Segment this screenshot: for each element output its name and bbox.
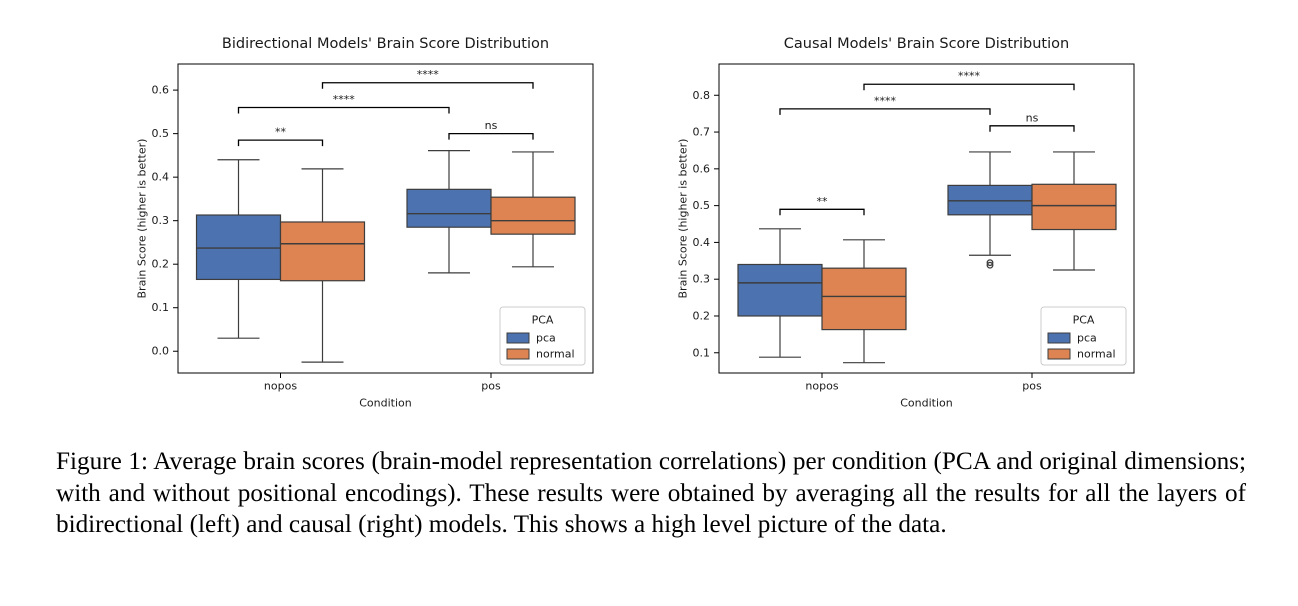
- iqr-box: [490, 196, 576, 235]
- significance-bracket: [989, 125, 1075, 132]
- figure: Bidirectional Models' Brain Score Distri…: [136, 36, 1135, 410]
- iqr-box: [406, 188, 492, 228]
- significance-annotation: ****: [237, 93, 450, 114]
- iqr-box: [1031, 183, 1117, 231]
- legend-label-normal: normal: [536, 348, 575, 361]
- y-tick-label: 0.4: [693, 236, 711, 249]
- y-tick-label: 0.3: [152, 214, 170, 227]
- iqr-box: [821, 267, 907, 331]
- y-tick-label: 0.5: [693, 199, 711, 212]
- significance-annotation: **: [779, 195, 865, 216]
- x-axis-label: Condition: [900, 397, 953, 410]
- significance-bracket: [863, 83, 1075, 91]
- significance-label: ns: [485, 119, 498, 132]
- significance-bracket: [448, 132, 534, 140]
- significance-annotation: ns: [448, 119, 534, 140]
- y-tick-label: 0.1: [152, 301, 170, 314]
- y-tick-label: 0.1: [693, 346, 711, 359]
- y-tick-label: 0.3: [693, 273, 711, 286]
- significance-label: ****: [333, 93, 356, 106]
- x-tick-label: nopos: [805, 380, 838, 393]
- y-tick-label: 0.2: [693, 309, 711, 322]
- legend-title: PCA: [1073, 314, 1095, 327]
- significance-label: ****: [958, 70, 981, 83]
- y-axis-label: Brain Score (higher is better): [136, 139, 149, 299]
- y-tick-label: 0.2: [152, 258, 170, 271]
- chart-causal: Causal Models' Brain Score Distribution 0…: [677, 36, 1135, 410]
- iqr-box: [195, 214, 282, 281]
- outlier-point: [986, 261, 994, 269]
- legend: PCA pca normal: [499, 306, 586, 366]
- iqr-box: [947, 184, 1033, 216]
- legend-label-pca: pca: [1077, 332, 1097, 345]
- figure-caption: Figure 1: Average brain scores (brain-mo…: [56, 448, 1246, 538]
- box-pca-nopos: [195, 159, 282, 339]
- box-pca-pos: [406, 150, 492, 274]
- significance-label: ns: [1026, 111, 1039, 124]
- y-tick-label: 0.5: [152, 127, 170, 140]
- chart-title: Causal Models' Brain Score Distribution: [784, 36, 1069, 52]
- box-normal-pos: [490, 151, 576, 268]
- chart-bidirectional: Bidirectional Models' Brain Score Distri…: [136, 36, 594, 410]
- y-tick-label: 0.8: [693, 89, 711, 102]
- iqr-box: [279, 221, 366, 282]
- significance-label: ****: [417, 68, 440, 81]
- significance-annotation: ****: [863, 70, 1075, 91]
- box-pca-nopos: [737, 228, 823, 358]
- x-tick-label: nopos: [264, 380, 297, 393]
- y-tick-label: 0.6: [693, 162, 711, 175]
- legend-swatch-pca: [506, 332, 530, 344]
- y-tick-label: 0.4: [152, 171, 170, 184]
- significance-bracket: [237, 106, 450, 114]
- significance-label: **: [275, 126, 287, 139]
- significance-annotation: ns: [989, 111, 1075, 132]
- y-tick-label: 0.6: [152, 84, 170, 97]
- x-tick-label: pos: [481, 380, 501, 393]
- significance-annotation: **: [237, 126, 324, 147]
- y-tick-label: 0.0: [152, 345, 170, 358]
- legend-swatch-normal: [1047, 348, 1071, 360]
- y-axis-label: Brain Score (higher is better): [677, 139, 690, 299]
- chart-title: Bidirectional Models' Brain Score Distri…: [222, 36, 549, 52]
- significance-bracket: [779, 208, 865, 216]
- axes-frame: [177, 63, 594, 374]
- y-tick-label: 0.7: [693, 126, 711, 139]
- x-axis-label: Condition: [359, 397, 412, 410]
- significance-label: ****: [874, 94, 897, 107]
- legend-swatch-pca: [1047, 332, 1071, 344]
- significance-bracket: [237, 139, 324, 147]
- significance-annotation: ****: [779, 94, 991, 115]
- box-normal-nopos: [821, 239, 907, 364]
- significance-bracket: [779, 108, 991, 115]
- legend-title: PCA: [532, 314, 554, 327]
- box-pca-pos: [947, 151, 1033, 269]
- legend-label-pca: pca: [536, 332, 556, 345]
- outlier-point: [986, 259, 994, 267]
- significance-label: **: [817, 195, 829, 208]
- axes-frame: [718, 63, 1135, 374]
- legend: PCA pca normal: [1040, 306, 1127, 366]
- legend-swatch-normal: [506, 348, 530, 360]
- significance-bracket: [321, 82, 534, 89]
- x-tick-label: pos: [1022, 380, 1042, 393]
- legend-label-normal: normal: [1077, 348, 1116, 361]
- iqr-box: [737, 263, 823, 317]
- significance-annotation: ****: [321, 68, 534, 89]
- box-normal-pos: [1031, 151, 1117, 271]
- box-normal-nopos: [279, 168, 366, 363]
